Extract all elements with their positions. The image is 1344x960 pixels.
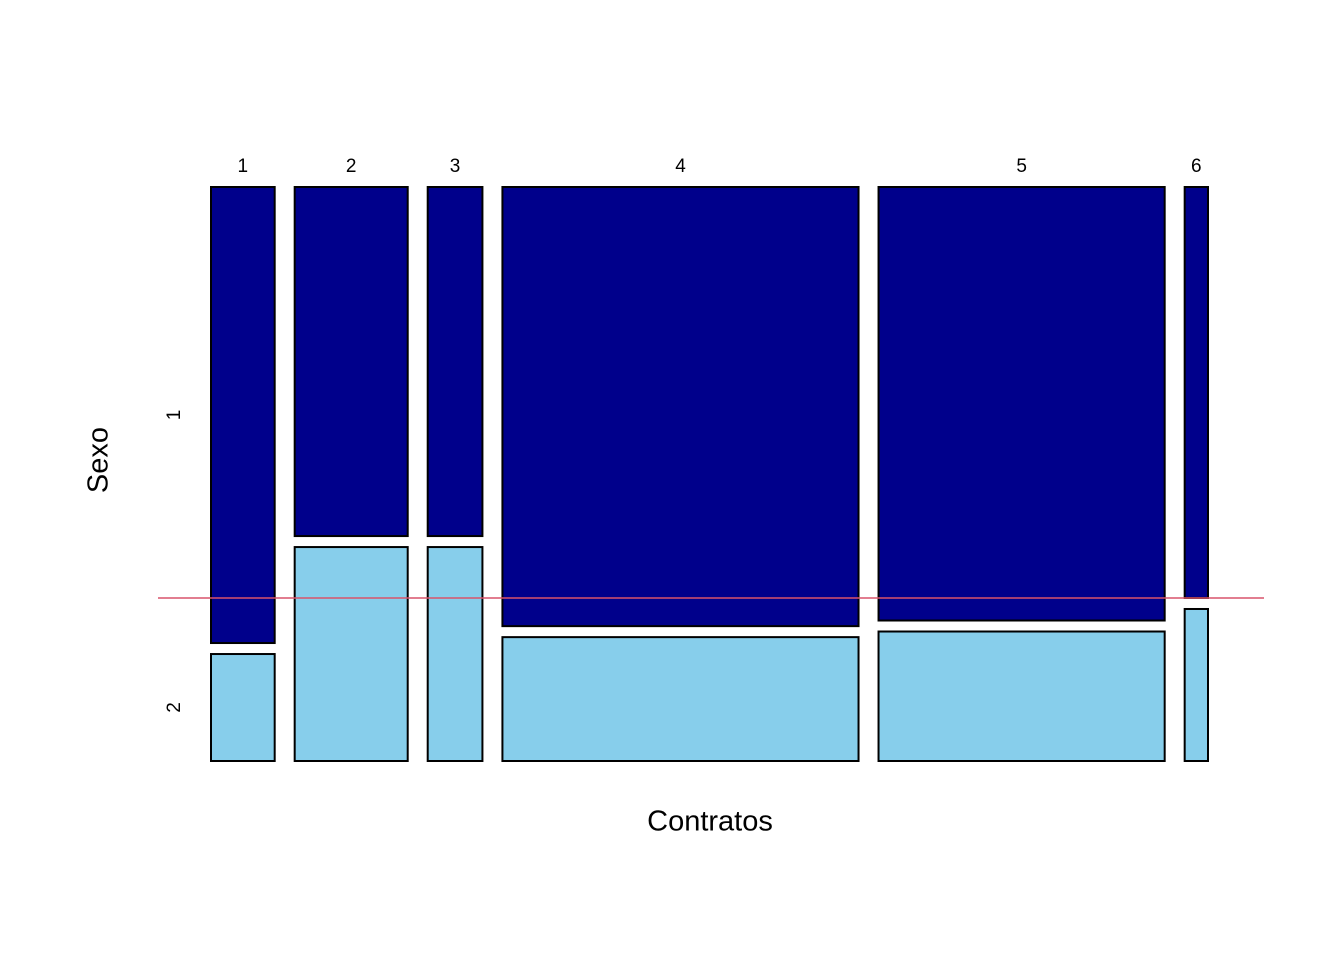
mosaic-cell xyxy=(210,653,276,763)
column-label: 1 xyxy=(238,156,249,177)
mosaic-cell xyxy=(1183,607,1209,762)
column-label: 2 xyxy=(346,156,357,177)
column-label: 6 xyxy=(1191,156,1202,177)
row-label: 2 xyxy=(164,702,185,713)
row-label: 1 xyxy=(164,410,185,421)
mosaic-cell xyxy=(877,186,1166,622)
y-axis-label: Sexo xyxy=(83,427,115,493)
mosaic-cell xyxy=(426,186,484,538)
mosaic-cell xyxy=(210,186,276,645)
column-label: 3 xyxy=(450,156,461,177)
mosaic-cell xyxy=(293,546,409,762)
column-label: 4 xyxy=(675,156,686,177)
column-label: 5 xyxy=(1016,156,1027,177)
mosaic-cell xyxy=(501,186,860,628)
x-axis-label: Contratos xyxy=(647,806,773,838)
mosaic-cell xyxy=(293,186,409,538)
mosaic-cell xyxy=(501,636,860,763)
mosaic-cell xyxy=(426,546,484,762)
mosaic-cell xyxy=(1183,186,1209,599)
mosaic-cell xyxy=(877,630,1166,763)
